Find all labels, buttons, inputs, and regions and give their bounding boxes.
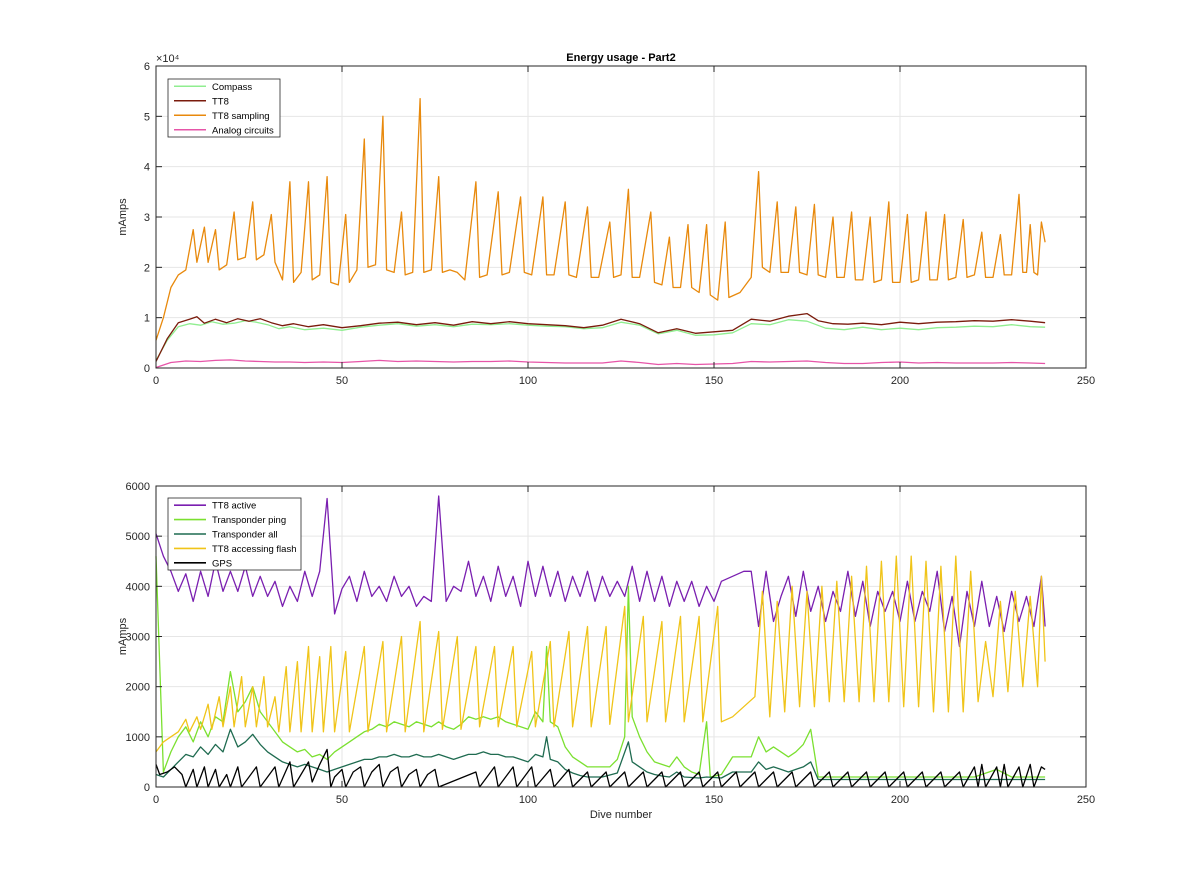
- x-tick-label: 50: [336, 794, 348, 806]
- y-tick-label: 5: [144, 111, 150, 123]
- y-tick-label: 2000: [126, 682, 150, 694]
- y-axis-label: mAmps: [117, 198, 129, 236]
- legend: TT8 active Transponder ping Transponder al…: [167, 497, 302, 571]
- y-tick-label: 3000: [126, 632, 150, 644]
- series-line-tt8-sampling: [155, 98, 1046, 341]
- x-tick-label: 200: [891, 375, 909, 387]
- legend-entry: GPS: [212, 558, 232, 569]
- legend-entry: Transponder all: [212, 530, 278, 541]
- y-tick-label: 5000: [126, 531, 150, 543]
- legend-entry: Transponder ping: [212, 515, 286, 526]
- legend-box: [167, 78, 281, 138]
- series-line-transponder-all: [155, 728, 1046, 781]
- x-tick-label: 200: [891, 794, 909, 806]
- y-tick-label: 0: [144, 782, 150, 794]
- legend-entry: Analog circuits: [212, 125, 274, 136]
- legend-entry: Compass: [212, 82, 252, 93]
- y-tick-label: 3: [144, 212, 150, 224]
- x-tick-label: 100: [519, 794, 537, 806]
- series-line-tt8-accessing-flash: [155, 555, 1046, 753]
- y-tick-label: 1: [144, 313, 150, 325]
- legend-entry: TT8: [212, 96, 229, 107]
- legend-entry: TT8 active: [212, 501, 256, 512]
- x-tick-label: 150: [705, 794, 723, 806]
- x-tick-label: 250: [1077, 794, 1095, 806]
- series-line-analog-circuits: [155, 359, 1046, 369]
- y-exponent-label: ×10⁴: [156, 53, 180, 65]
- x-tick-label: 50: [336, 375, 348, 387]
- x-tick-label: 250: [1077, 375, 1095, 387]
- y-tick-label: 2: [144, 262, 150, 274]
- x-tick-label: 0: [153, 375, 159, 387]
- y-axis-label: mAmps: [117, 617, 129, 655]
- x-tick-label: 150: [705, 375, 723, 387]
- series-line-transponder-ping: [155, 556, 1046, 778]
- bottom-chart-panel: 0 50 100 150 200 250 0 1000 2000 3000 4000 5000 6000…: [117, 481, 1095, 821]
- y-tick-label: 6000: [126, 481, 150, 493]
- chart-title: Energy usage - Part2: [566, 52, 675, 64]
- series-line-compass: [155, 319, 1046, 361]
- y-tick-label: 0: [144, 363, 150, 375]
- y-tick-label: 1000: [126, 732, 150, 744]
- y-tick-label: 4000: [126, 581, 150, 593]
- legend-entry: TT8 sampling: [212, 111, 270, 122]
- legend: Compass TT8 TT8 sampling Analog circuits: [167, 78, 281, 138]
- series-line-tt8: [155, 312, 1046, 362]
- y-tick-label: 6: [144, 61, 150, 73]
- x-tick-label: 100: [519, 375, 537, 387]
- top-chart-panel: 0 50 100 150 200 250 0 1 2 3 4 5 6 ×10⁴ Energy usage -…: [117, 52, 1095, 387]
- x-tick-label: 0: [153, 794, 159, 806]
- series-line-tt8-active: [155, 495, 1046, 648]
- y-tick-label: 4: [144, 162, 150, 174]
- x-axis-label: Dive number: [590, 809, 653, 821]
- legend-entry: TT8 accessing flash: [212, 544, 296, 555]
